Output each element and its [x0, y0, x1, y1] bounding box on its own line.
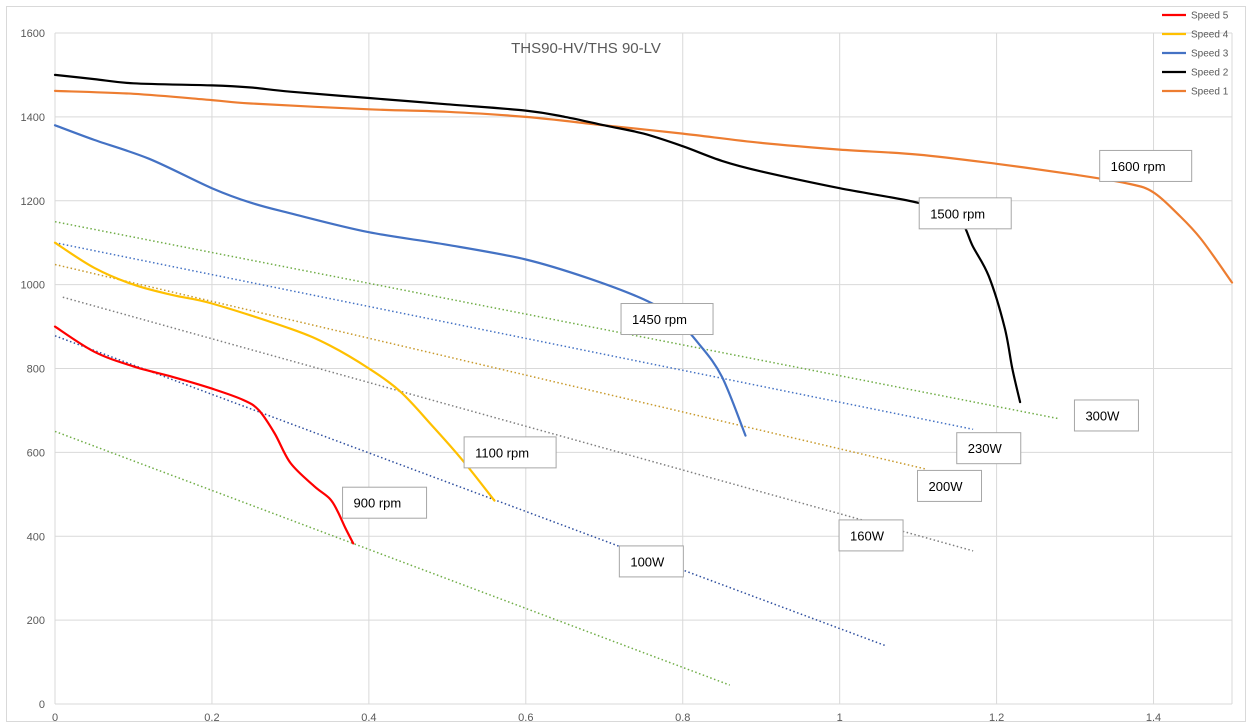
x-tick-label: 1.4	[1146, 712, 1161, 724]
annotation-label: 230W	[968, 441, 1003, 456]
annotation-box	[1073, 399, 1139, 432]
x-tick-label: 0.8	[675, 712, 690, 724]
legend-label: Speed 4	[1191, 30, 1229, 41]
annotation-label: 900 rpm	[354, 496, 402, 511]
chart-title: THS90-HV/THS 90-LV	[511, 40, 661, 57]
y-tick-label: 1000	[21, 280, 45, 292]
x-tick-label: 0.2	[204, 712, 219, 724]
legend-label: Speed 1	[1191, 87, 1229, 98]
series-line	[53, 124, 747, 437]
annotation-box	[956, 432, 1022, 465]
series-line	[53, 241, 496, 502]
x-tick-label: 0.4	[361, 712, 376, 724]
annotation-box	[917, 469, 983, 502]
annotations: 1600 rpm 1500 rpm 1450 rpm 300W 230W 1100 rpm…	[342, 149, 1193, 578]
x-tick-label: 0	[52, 712, 58, 724]
legend: Speed 5 Speed 4 Speed 3 Speed 2 Speed 1	[1162, 11, 1229, 98]
annotation-box	[838, 519, 904, 552]
annotation-label: 1450 rpm	[632, 312, 687, 327]
annotation-label: 300W	[1085, 408, 1120, 423]
legend-label: Speed 2	[1191, 68, 1229, 79]
y-tick-label: 800	[27, 364, 45, 376]
series-line	[53, 73, 1022, 404]
x-tick-label: 1.2	[989, 712, 1004, 724]
power-line	[54, 263, 927, 470]
power-line	[54, 241, 974, 431]
x-tick-label: 1	[837, 712, 843, 724]
series-line	[53, 325, 355, 545]
chart-frame	[6, 6, 1246, 722]
x-tick-label: 0.6	[518, 712, 533, 724]
legend-label: Speed 3	[1191, 49, 1229, 60]
annotation-label: 1500 rpm	[930, 206, 985, 221]
annotation-label: 1100 rpm	[475, 445, 529, 460]
y-tick-label: 1400	[21, 112, 45, 124]
y-tick-label: 400	[27, 531, 45, 543]
y-tick-label: 200	[27, 615, 45, 627]
y-tick-label: 1600	[21, 28, 45, 40]
axes: 0 0.2 0.4 0.6 0.8 1 1.2 1.4 0 200 400 600 800 1000 120…	[21, 28, 1162, 724]
y-tick-label: 600	[27, 447, 45, 459]
power-line	[54, 430, 731, 686]
y-tick-label: 1200	[21, 196, 45, 208]
power-line	[62, 296, 974, 552]
annotation-box	[463, 436, 557, 469]
annotation-label: 1600 rpm	[1111, 159, 1166, 174]
power-line	[54, 335, 887, 647]
annotation-box	[618, 545, 684, 578]
annotation-box	[1099, 149, 1193, 182]
annotation-box	[918, 197, 1012, 230]
annotation-label: 160W	[850, 528, 885, 543]
annotation-label: 200W	[929, 479, 964, 494]
power-lines	[54, 220, 1060, 686]
legend-label: Speed 5	[1191, 11, 1229, 22]
series-line	[53, 89, 1234, 284]
grid-layer	[54, 32, 1233, 705]
annotation-label: 100W	[630, 554, 665, 569]
annotation-box	[620, 303, 714, 336]
annotation-box	[342, 486, 428, 519]
power-line	[54, 220, 1060, 420]
y-tick-label: 0	[39, 699, 45, 711]
